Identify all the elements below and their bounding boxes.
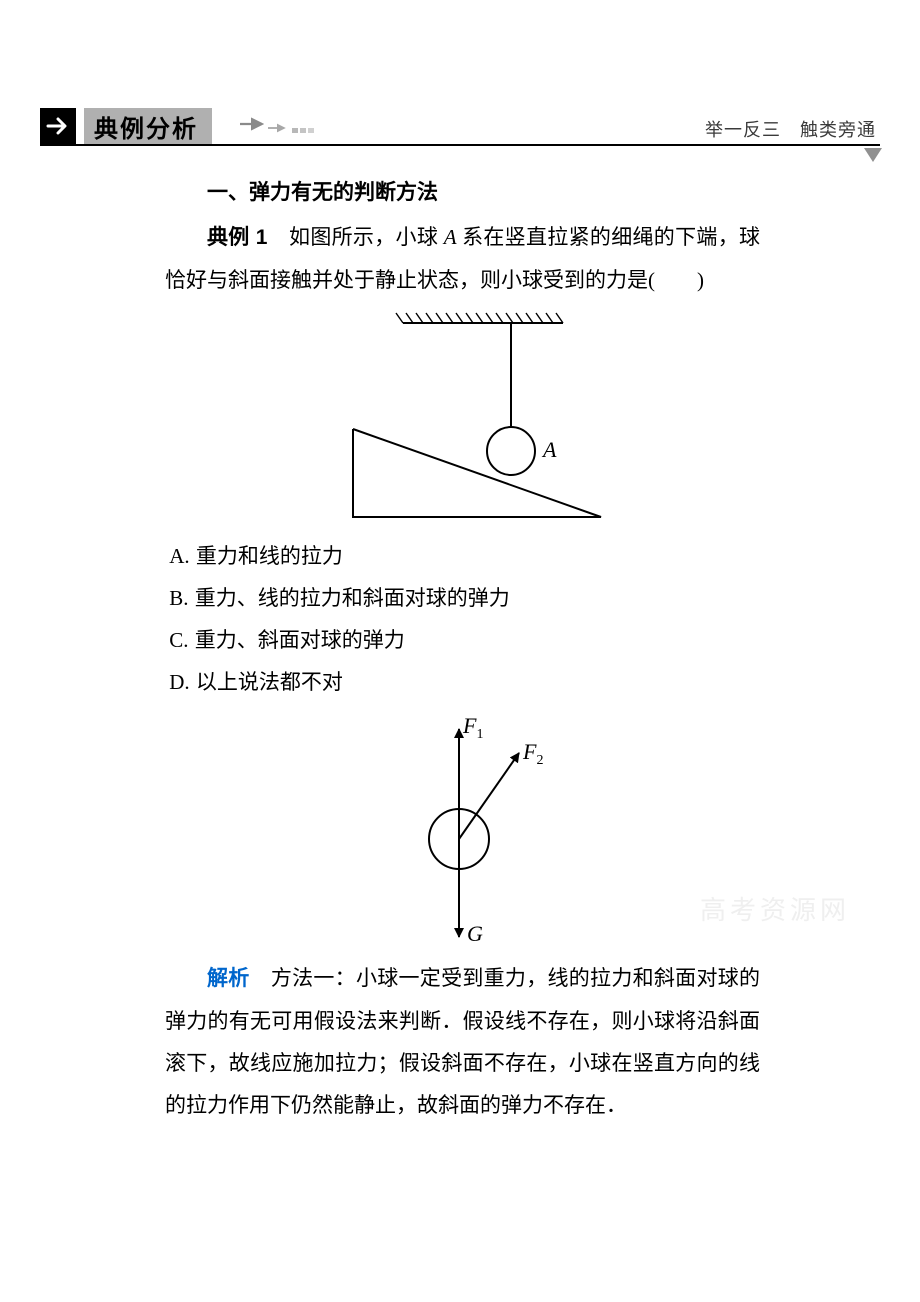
option-c-text: 重力、斜面对球的弹力	[195, 628, 405, 652]
ball-label-inline: A	[444, 225, 457, 249]
figure-2: F1 F2 G	[165, 711, 760, 951]
down-triangle-icon	[864, 148, 882, 162]
header-rule	[40, 144, 880, 146]
analysis-text: 方法一：小球一定受到重力，线的拉力和斜面对球的弹力的有无可用假设法来判断．假设线…	[165, 966, 760, 1117]
section-header: 典例分析 举一反三 触类旁通	[40, 108, 880, 144]
svg-text:G: G	[467, 921, 483, 946]
example-label: 典例 1	[207, 226, 267, 249]
option-d: D. 以上说法都不对	[169, 661, 760, 703]
options-list: A. 重力和线的拉力 B. 重力、线的拉力和斜面对球的弹力 C. 重力、斜面对球的弹力…	[165, 535, 760, 703]
question-paragraph: 典例 1 如图所示，小球 A 系在竖直拉紧的细绳的下端，球恰好与斜面接触并处于静…	[165, 216, 760, 301]
option-d-text: 以上说法都不对	[196, 670, 343, 694]
svg-text:F2: F2	[522, 739, 543, 768]
topic-text: 一、弹力有无的判断方法	[207, 181, 438, 204]
analysis-label: 解析	[207, 967, 250, 990]
option-b-text: 重力、线的拉力和斜面对球的弹力	[195, 586, 510, 610]
option-b-label: B.	[169, 586, 188, 610]
svg-text:A: A	[541, 437, 557, 462]
incline-ball-diagram: A	[313, 309, 613, 529]
section-title: 典例分析	[84, 108, 212, 144]
figure-1: A	[165, 309, 760, 529]
option-a-label: A.	[169, 544, 189, 568]
option-a-text: 重力和线的拉力	[196, 544, 343, 568]
arrow-icon-box	[40, 108, 76, 144]
arrow-trail-icon	[240, 114, 330, 138]
section-subtitle: 举一反三 触类旁通	[705, 116, 876, 142]
option-c-label: C.	[169, 628, 188, 652]
topic-heading: 一、弹力有无的判断方法	[165, 172, 760, 214]
option-a: A. 重力和线的拉力	[169, 535, 760, 577]
svg-text:F1: F1	[462, 713, 483, 742]
free-body-diagram: F1 F2 G	[363, 711, 563, 951]
content-body: 一、弹力有无的判断方法 典例 1 如图所示，小球 A 系在竖直拉紧的细绳的下端，…	[165, 172, 760, 1126]
analysis-paragraph: 解析 方法一：小球一定受到重力，线的拉力和斜面对球的弹力的有无可用假设法来判断．…	[165, 957, 760, 1126]
option-b: B. 重力、线的拉力和斜面对球的弹力	[169, 577, 760, 619]
question-lead: 如图所示，小球	[267, 225, 443, 249]
arrow-right-icon	[45, 113, 71, 139]
option-c: C. 重力、斜面对球的弹力	[169, 619, 760, 661]
option-d-label: D.	[169, 670, 189, 694]
